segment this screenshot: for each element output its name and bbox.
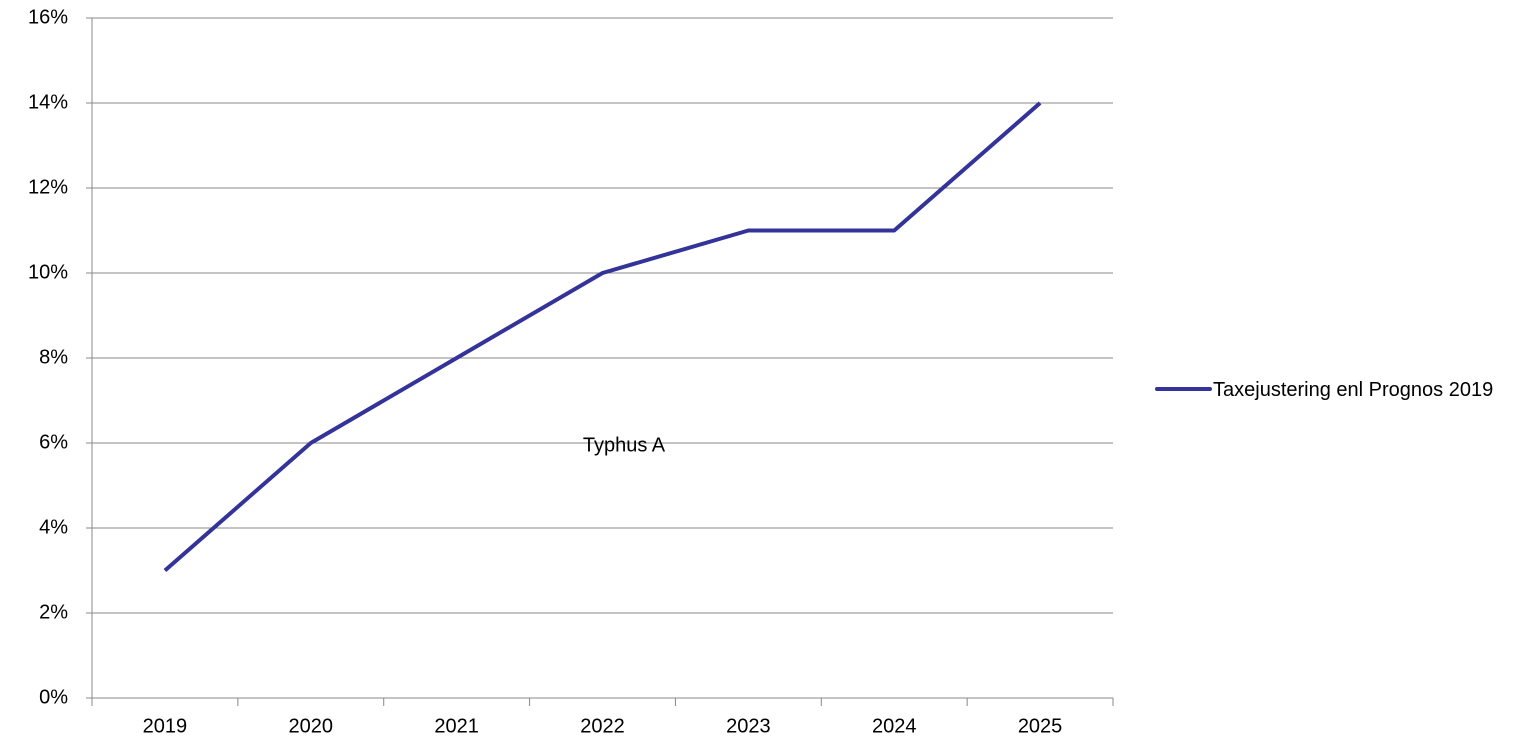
- x-tick-label: 2022: [580, 715, 625, 737]
- x-tick-label: 2024: [872, 715, 917, 737]
- y-tick-label: 8%: [39, 346, 68, 368]
- y-tick-label: 12%: [28, 176, 68, 198]
- x-tick-label: 2021: [434, 715, 479, 737]
- legend-label: Taxejustering enl Prognos 2019: [1213, 379, 1494, 401]
- data-line: [163, 101, 1042, 573]
- y-tick-label: 4%: [39, 516, 68, 538]
- y-tick-label: 0%: [39, 686, 68, 708]
- y-tick-label: 10%: [28, 261, 68, 283]
- x-tick-label: 2019: [143, 715, 188, 737]
- y-tick-label: 16%: [28, 6, 68, 28]
- annotation: Typhus A: [583, 434, 666, 456]
- x-tick-label: 2025: [1018, 715, 1063, 737]
- y-tick-label: 6%: [39, 431, 68, 453]
- y-tick-label: 2%: [39, 601, 68, 623]
- x-tick-label: 2023: [726, 715, 771, 737]
- x-tick-label: 2020: [289, 715, 334, 737]
- y-tick-label: 14%: [28, 91, 68, 113]
